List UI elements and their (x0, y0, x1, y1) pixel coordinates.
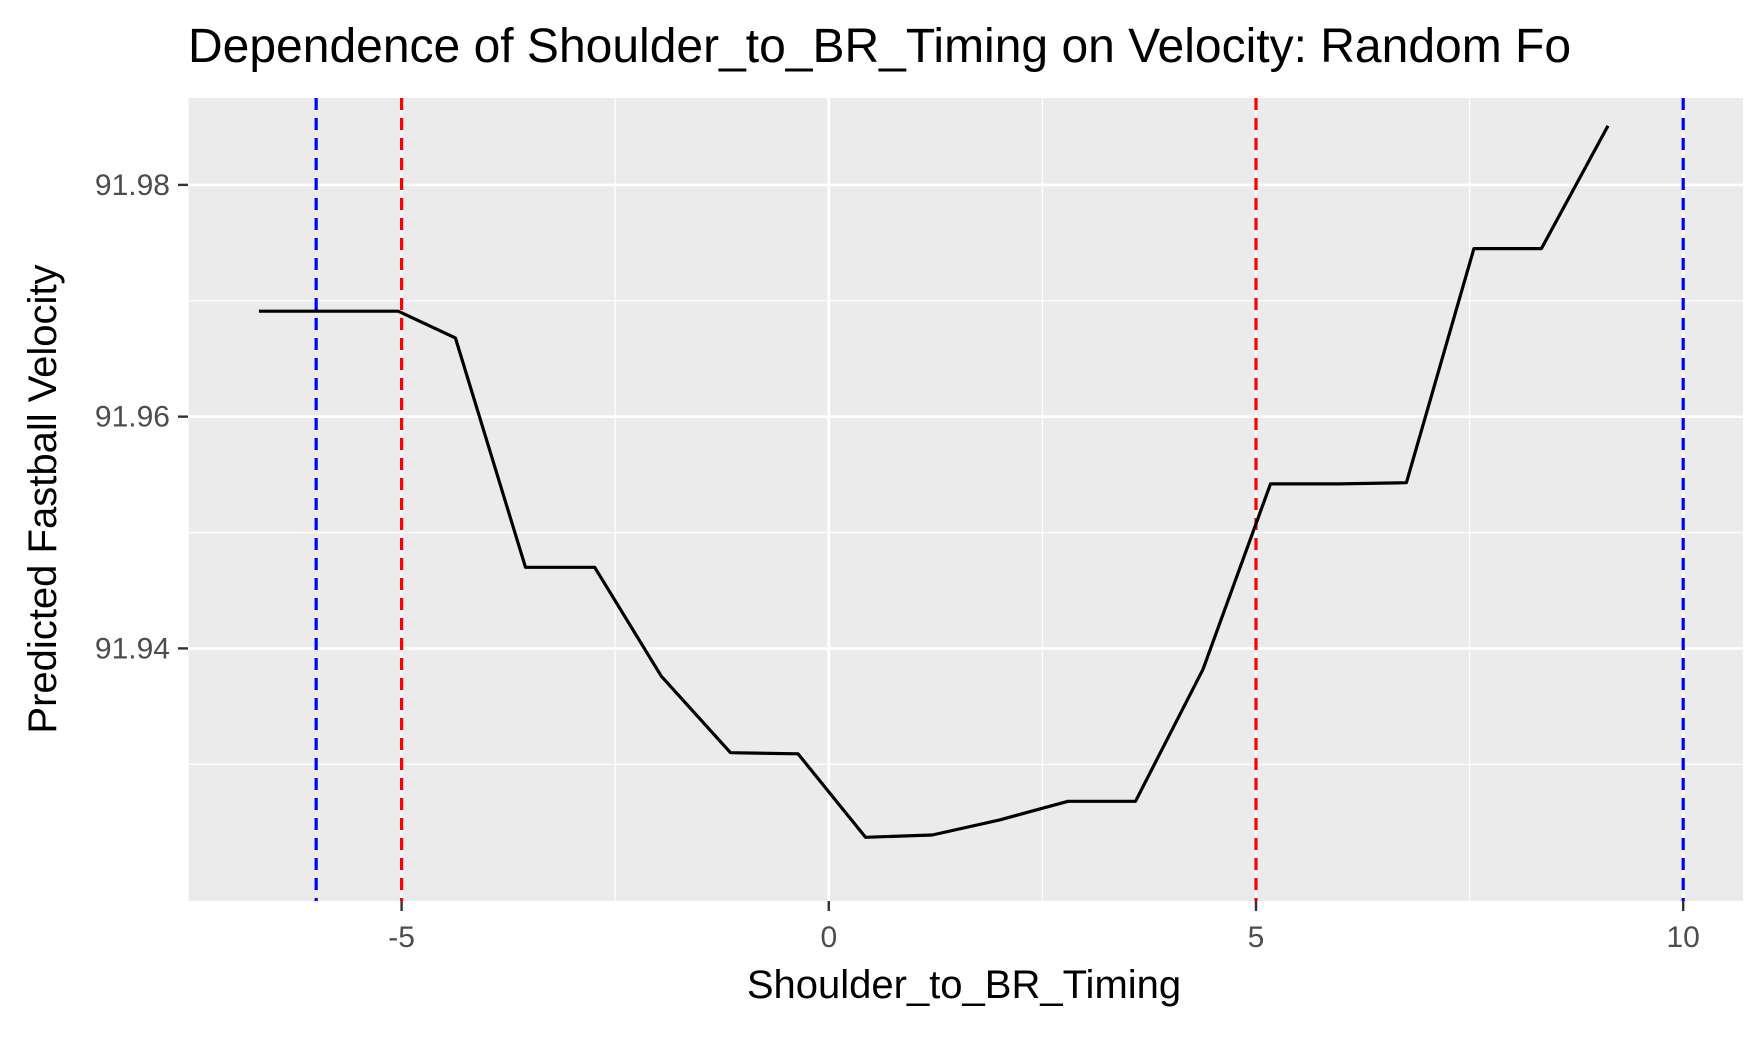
x-tick-label: 10 (1667, 921, 1700, 954)
chart-title: Dependence of Shoulder_to_BR_Timing on V… (188, 20, 1571, 73)
series-line (258, 125, 1610, 839)
axes: -5 0 5 10 91.94 91.96 91.98 (95, 169, 1700, 954)
y-axis-title: Predicted Fastball Velocity (21, 264, 65, 733)
grid (187, 98, 1743, 901)
x-tick-label: 5 (1248, 921, 1265, 954)
series-layer (258, 125, 1610, 839)
reference-lines (314, 98, 1685, 901)
x-axis-title: Shoulder_to_BR_Timing (747, 963, 1181, 1007)
x-tick-label: 0 (820, 921, 837, 954)
y-tick-label: 91.94 (95, 632, 170, 665)
x-tick-label: -5 (388, 921, 415, 954)
y-tick-label: 91.98 (95, 169, 170, 202)
y-tick-label: 91.96 (95, 401, 170, 434)
plot-panel (188, 98, 1743, 901)
